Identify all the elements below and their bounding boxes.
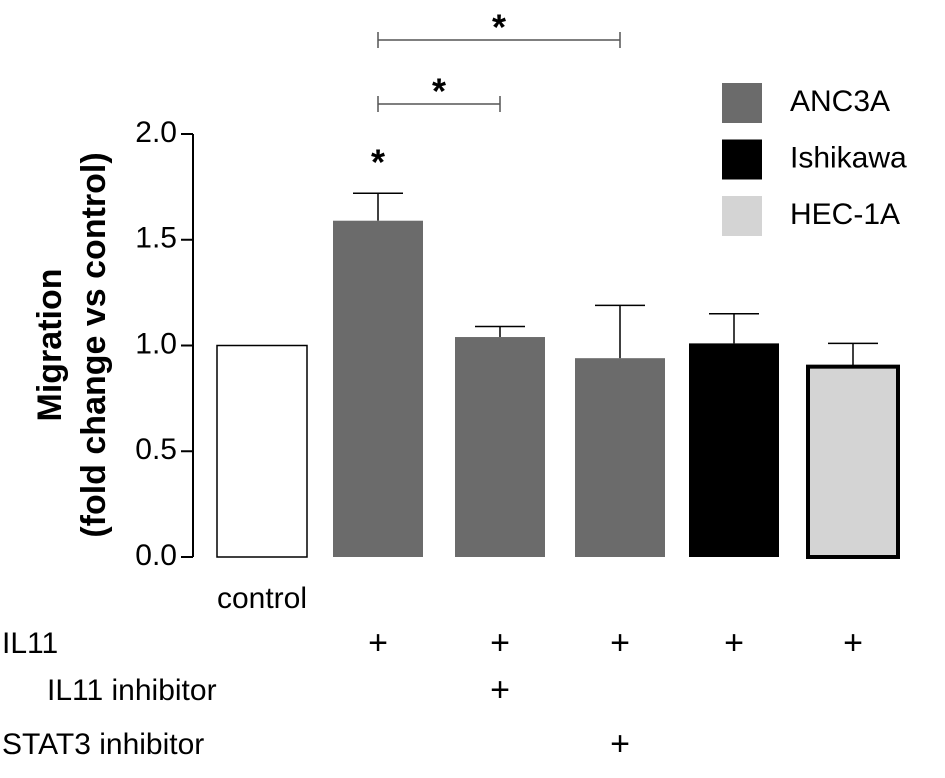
bar	[333, 220, 423, 557]
condition-mark: +	[724, 624, 744, 662]
legend-label: Ishikawa	[790, 141, 907, 174]
legend-swatch	[722, 196, 762, 236]
condition-mark: +	[610, 624, 630, 662]
legend-swatch	[722, 83, 762, 123]
condition-label: STAT3 inhibitor	[2, 728, 204, 761]
bar	[575, 358, 665, 557]
y-tick-label: 0.5	[135, 433, 177, 466]
condition-mark: +	[490, 624, 510, 662]
legend-label: ANC3A	[790, 85, 890, 118]
significance-star: *	[371, 142, 385, 183]
y-tick-label: 1.0	[135, 327, 177, 360]
y-axis-label: (fold change vs control)	[75, 152, 113, 537]
significance-bracket	[377, 32, 621, 48]
condition-label: IL11 inhibitor	[47, 674, 217, 707]
condition-mark: +	[610, 725, 630, 763]
x-tick-label: control	[217, 582, 307, 615]
bar	[806, 364, 900, 559]
bar	[455, 337, 545, 557]
legend-swatch	[722, 139, 762, 180]
condition-label: IL11	[2, 627, 58, 660]
error-bar	[595, 304, 645, 359]
error-bar	[828, 342, 878, 367]
error-bar	[709, 313, 759, 344]
y-tick-label: 0.0	[135, 539, 177, 572]
condition-mark: +	[843, 624, 863, 662]
error-bar	[353, 192, 403, 221]
condition-mark: +	[368, 624, 388, 662]
significance-star: *	[492, 7, 506, 48]
y-tick-label: 2.0	[135, 116, 177, 149]
legend-label: HEC-1A	[790, 198, 900, 231]
y-tick-label: 1.5	[135, 222, 177, 255]
error-bar	[475, 325, 525, 338]
bar	[216, 344, 308, 558]
condition-mark: +	[490, 671, 510, 709]
significance-bracket	[377, 96, 501, 112]
y-axis-label: Migration	[31, 269, 69, 422]
bar	[689, 343, 779, 557]
significance-star: *	[432, 71, 446, 112]
